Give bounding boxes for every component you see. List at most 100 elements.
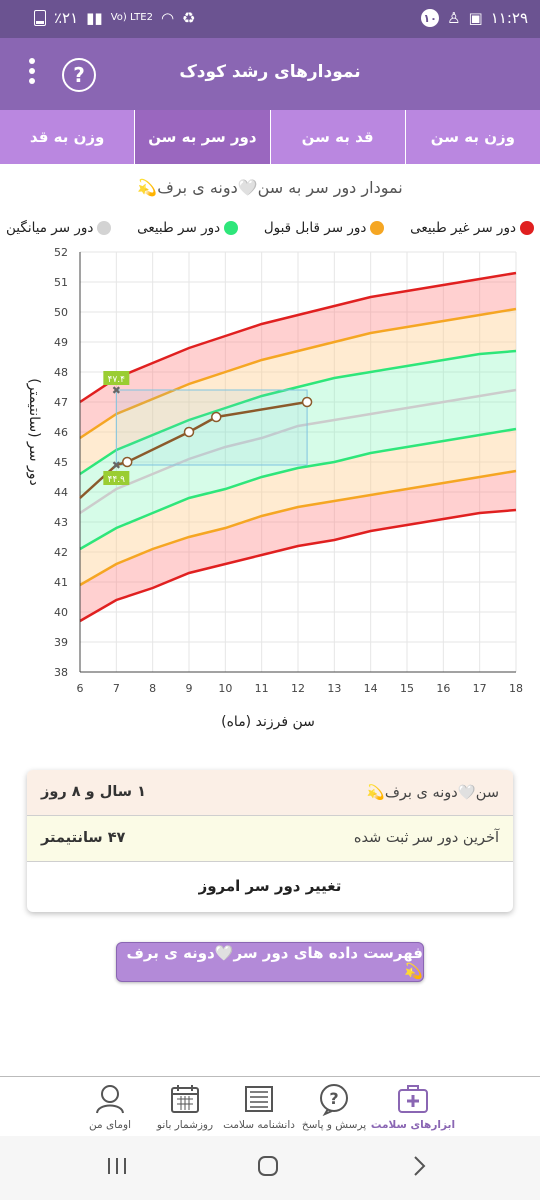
recycle-icon: ♻: [182, 9, 196, 27]
y-tick-label: 41: [54, 576, 68, 589]
marker-label: ۴۷.۴: [108, 375, 126, 385]
page-title: نمودارهای رشد کودک: [179, 62, 361, 82]
nav-label: ابزارهای سلامت: [370, 1119, 456, 1131]
nav-health-tools[interactable]: ابزارهای سلامت: [368, 1081, 458, 1131]
marker-cross: ✖: [112, 384, 121, 397]
legend-item-normal: دور سر طبیعی: [137, 220, 239, 236]
legend-label: دور سر طبیعی: [137, 220, 221, 236]
status-bar: ٪۲۱ ▮▮ Vo) LTE2 ◠ ♻ ۱۰ ♙ ▣ ۱۱:۲۹: [0, 0, 540, 38]
tab-weight-age[interactable]: وزن به سن: [404, 110, 540, 164]
recent-apps-icon[interactable]: [106, 1154, 128, 1178]
y-tick-label: 39: [54, 636, 68, 649]
last-head-row: آخرین دور سر ثبت شده ۴۷ سانتیمتر: [27, 816, 513, 862]
curve-median: [79, 388, 517, 515]
medical-kit-icon: [398, 1085, 428, 1113]
help-button[interactable]: ?: [62, 58, 96, 92]
x-tick-label: 14: [364, 682, 378, 695]
age-row: سن🤍دونه ی برف💫 ۱ سال و ۸ روز: [27, 770, 513, 816]
curve-acceptable_low: [79, 469, 517, 587]
band-acceptable-high: [80, 309, 516, 474]
x-tick-label: 8: [149, 682, 156, 695]
x-tick-label: 13: [327, 682, 341, 695]
wifi-icon: ◠: [160, 9, 175, 27]
svg-text:?: ?: [329, 1089, 338, 1108]
data-point: [301, 396, 313, 408]
back-icon[interactable]: [410, 1154, 430, 1178]
x-tick-label: 9: [186, 682, 193, 695]
change-head-button[interactable]: تغییر دور سر امروز: [198, 877, 342, 895]
legend-dot-red: [520, 221, 534, 235]
y-tick-label: 48: [54, 366, 68, 379]
chart-legend: دور سر غیر طبیعی دور سر قابل قبول دور سر…: [6, 220, 534, 236]
y-tick-label: 45: [54, 456, 68, 469]
y-tick-label: 42: [54, 546, 68, 559]
legend-dot-green: [224, 221, 239, 235]
notification-count: ۱۰: [421, 9, 440, 27]
nav-calendar[interactable]: روزشمار بانو: [150, 1081, 220, 1131]
x-tick-label: 6: [77, 682, 84, 695]
tab-weight-height[interactable]: وزن به قد: [29, 128, 105, 146]
x-tick-label: 12: [291, 682, 305, 695]
curve-normal_high: [79, 349, 517, 476]
y-tick-label: 46: [54, 426, 68, 439]
marker-label-bg: [103, 471, 130, 485]
tab-head-age[interactable]: دور سر به سن: [134, 110, 270, 164]
age-value: ۱ سال و ۸ روز: [41, 784, 146, 800]
y-axis-title: دور سر (سانتیمتر): [26, 378, 42, 485]
nav-label: دانشنامه سلامت: [223, 1119, 295, 1131]
data-point: [121, 456, 133, 468]
home-icon[interactable]: [256, 1154, 280, 1178]
signal-icon: ▮▮: [86, 9, 103, 27]
y-tick-label: 40: [54, 606, 68, 619]
status-left: ٪۲۱ ▮▮ Vo) LTE2 ◠ ♻: [34, 9, 195, 27]
x-tick-label: 17: [473, 682, 487, 695]
chart-title: نمودار دور سر به سن🤍دونه ی برف💫: [137, 178, 403, 197]
data-point: [183, 426, 195, 438]
user-icon: [96, 1085, 124, 1114]
marker-cross: ✖: [112, 459, 121, 472]
y-tick-label: 43: [54, 516, 68, 529]
legend-item-abnormal: دور سر غیر طبیعی: [410, 220, 534, 236]
tab-height-age[interactable]: قد به سن: [269, 110, 405, 164]
x-tick-label: 15: [400, 682, 414, 695]
legend-dot-orange: [370, 221, 385, 235]
chart-tabs: وزن به سن قد به سن دور سر به سن وزن به ق…: [0, 110, 540, 164]
nav-label: پرسش و پاسخ: [301, 1119, 367, 1131]
legend-item-median: دور سر میانگین: [6, 220, 112, 236]
band-abnormal-high: [80, 273, 516, 438]
age-label: سن🤍دونه ی برف💫: [366, 785, 499, 801]
nav-encyclopedia[interactable]: دانشنامه سلامت: [220, 1081, 298, 1131]
last-head-value: ۴۷ سانتیمتر: [41, 830, 126, 846]
question-bubble-icon: ?: [320, 1084, 348, 1117]
nav-profile[interactable]: اومای من: [80, 1081, 140, 1131]
x-axis-title: سن فرزند (ماه): [221, 714, 315, 730]
y-tick-label: 52: [54, 246, 68, 259]
network-label: Vo) LTE2: [110, 12, 153, 23]
y-tick-label: 44: [54, 486, 68, 499]
legend-label: دور سر قابل قبول: [263, 220, 367, 236]
marker-label-bg: [103, 371, 130, 385]
nav-qa[interactable]: ? پرسش و پاسخ: [296, 1081, 372, 1131]
x-tick-label: 7: [113, 682, 120, 695]
head-data-list-button[interactable]: فهرست داده های دور سر🤍دونه ی برف💫: [116, 942, 424, 982]
curve-abnormal_high: [79, 271, 517, 404]
x-tick-label: 16: [436, 682, 450, 695]
legend-item-acceptable: دور سر قابل قبول: [264, 220, 385, 236]
nav-label: اومای من: [89, 1119, 131, 1131]
marker-label: ۴۴.۹: [108, 475, 126, 485]
y-tick-label: 38: [54, 666, 68, 679]
legend-label: دور سر غیر طبیعی: [410, 220, 516, 236]
clock-time: ۱۱:۲۹: [490, 9, 528, 27]
info-card: سن🤍دونه ی برف💫 ۱ سال و ۸ روز آخرین دور س…: [27, 770, 513, 912]
curve-abnormal_low: [79, 508, 517, 623]
x-tick-label: 18: [509, 682, 523, 695]
bottom-nav: ابزارهای سلامت ? پرسش و پاسخ دانشنامه سل…: [0, 1076, 540, 1136]
child-series-line: [79, 400, 308, 499]
status-right: ۱۰ ♙ ▣ ۱۱:۲۹: [421, 9, 528, 27]
system-nav-bar: [0, 1136, 540, 1200]
more-options-icon[interactable]: [22, 58, 42, 92]
y-tick-label: 47: [54, 396, 68, 409]
curve-normal_low: [79, 427, 517, 551]
growth-chart[interactable]: 38 39 40 41 42 43 44 45 46 47 48 49 50 51 52 6 7 8 9 10 11 12…: [0, 242, 540, 732]
legend-dot-gray: [97, 221, 112, 235]
